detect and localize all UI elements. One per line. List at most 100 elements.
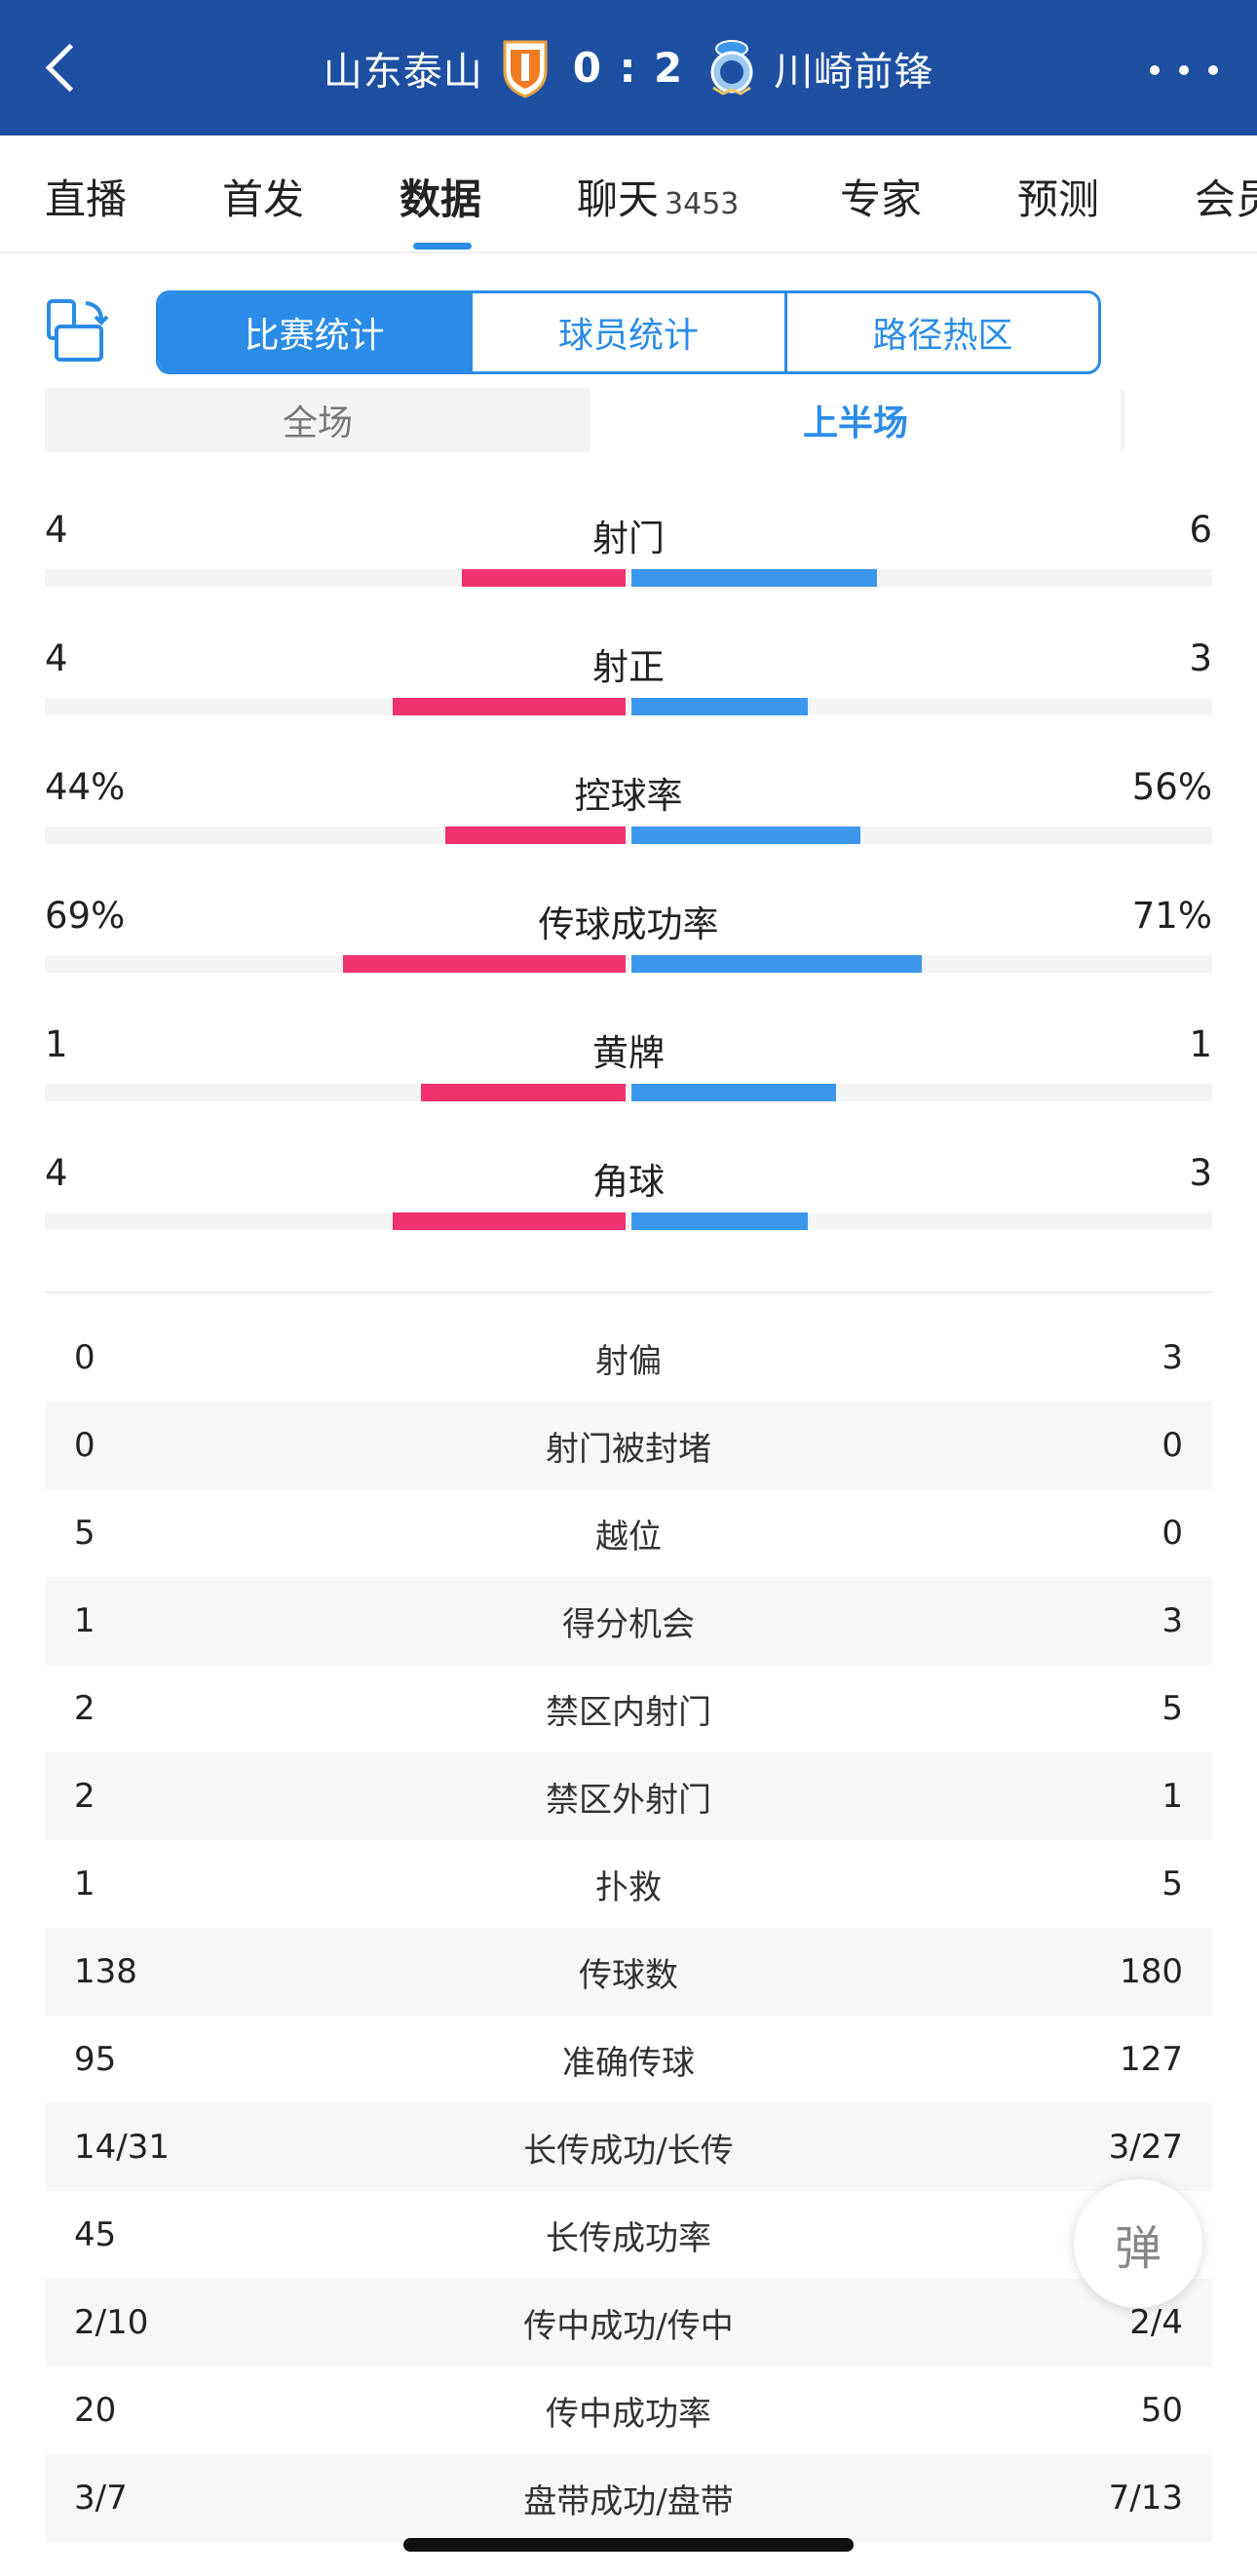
- home-value: 95: [74, 2040, 117, 2079]
- home-value: 20: [74, 2391, 117, 2430]
- away-value: 50: [1140, 2391, 1183, 2430]
- bar-stat-row: 44% 控球率 56%: [45, 766, 1212, 864]
- away-value: 1: [1189, 1023, 1212, 1065]
- home-bar: [462, 569, 626, 587]
- tab-data[interactable]: 数据: [400, 167, 481, 226]
- stat-name: 射正: [592, 646, 665, 688]
- stat-track: [45, 1212, 1212, 1230]
- rotate-screen-icon[interactable]: [43, 297, 111, 365]
- table-stat-row: 14/31 长传成功/长传 3/27: [45, 2103, 1212, 2191]
- home-bar: [445, 827, 626, 844]
- stat-name: 角球: [592, 1161, 665, 1203]
- stat-name: 射门: [592, 518, 665, 559]
- away-bar: [631, 827, 860, 844]
- tab-chat[interactable]: 聊天 3453: [577, 167, 739, 226]
- home-value: 2: [74, 1689, 95, 1728]
- match-header: 山东泰山 0 : 2 川崎前锋: [0, 0, 1257, 135]
- home-value: 4: [45, 637, 68, 679]
- away-bar: [631, 698, 808, 715]
- home-value: 14/31: [74, 2128, 170, 2167]
- chat-count: 3453: [665, 187, 740, 221]
- stat-name: 扑救: [595, 1867, 662, 1907]
- home-value: 5: [74, 1514, 95, 1553]
- tab-expert[interactable]: 专家: [840, 167, 922, 226]
- stat-name: 控球率: [574, 775, 683, 817]
- tab-label: 聊天: [577, 175, 660, 223]
- home-value: 44%: [45, 766, 126, 808]
- bar-stat-row: 4 射正 3: [45, 637, 1212, 735]
- tab-label: 会员: [1195, 175, 1257, 223]
- table-stat-row: 5 越位 0: [45, 1489, 1212, 1577]
- home-bar: [393, 1212, 626, 1230]
- stat-name: 准确传球: [562, 2043, 695, 2083]
- stat-track: [45, 569, 1212, 587]
- period-first-half[interactable]: 上半场: [590, 388, 1121, 452]
- tab-prediction[interactable]: 预测: [1017, 167, 1099, 226]
- home-value: 1: [74, 1865, 95, 1903]
- home-value: 1: [74, 1601, 95, 1640]
- table-stat-row: 0 射门被封堵 0: [45, 1402, 1212, 1489]
- bar-stat-row: 69% 传球成功率 71%: [45, 895, 1212, 992]
- home-team-name: 山东泰山: [323, 49, 483, 95]
- stat-name: 禁区外射门: [546, 1780, 711, 1820]
- home-value: 4: [45, 509, 68, 551]
- tab-label: 预测: [1017, 175, 1100, 223]
- table-stat-row: 138 传球数 180: [45, 1928, 1212, 2016]
- away-value: 127: [1120, 2040, 1183, 2079]
- away-value: 0: [1162, 1514, 1183, 1553]
- more-icon[interactable]: [1150, 51, 1218, 90]
- home-bar: [421, 1084, 626, 1101]
- home-value: 0: [74, 1426, 95, 1465]
- home-bar: [343, 955, 626, 973]
- tab-label: 首发: [222, 175, 305, 223]
- segment-match-stats[interactable]: 比赛统计: [159, 293, 474, 371]
- home-indicator[interactable]: [403, 2538, 854, 2552]
- stat-name: 长传成功率: [546, 2218, 711, 2258]
- stat-name: 盘带成功/盘带: [523, 2481, 734, 2521]
- home-value: 2: [74, 1777, 95, 1816]
- away-value: 3/27: [1108, 2128, 1183, 2167]
- away-value: 0: [1162, 1426, 1183, 1465]
- stat-name: 射偏: [595, 1341, 662, 1381]
- away-value: 56%: [1131, 766, 1212, 808]
- tab-live[interactable]: 直播: [45, 167, 127, 226]
- bar-stat-row: 4 角球 3: [45, 1152, 1212, 1250]
- segment-heatmap[interactable]: 路径热区: [872, 316, 1013, 356]
- home-value: 69%: [45, 895, 126, 937]
- table-stat-row: 2 禁区外射门 1: [45, 1752, 1212, 1840]
- bar-stat-row: 4 射门 6: [45, 509, 1212, 606]
- away-value: 1: [1162, 1777, 1183, 1816]
- home-value: 3/7: [74, 2479, 128, 2518]
- period-full-match[interactable]: 全场: [282, 404, 353, 443]
- away-team-name: 川崎前锋: [774, 49, 934, 95]
- stat-track: [45, 827, 1212, 844]
- stat-name: 传球数: [579, 1955, 678, 1995]
- stat-name: 射门被封堵: [546, 1429, 711, 1469]
- stat-name: 传中成功率: [546, 2394, 711, 2434]
- tab-label: 专家: [840, 175, 923, 223]
- away-value: 71%: [1131, 895, 1212, 937]
- stats-segment-control: 比赛统计 球员统计 路径热区: [156, 290, 1101, 374]
- home-value: 0: [74, 1338, 95, 1377]
- away-value: 3: [1162, 1338, 1183, 1377]
- segment-player-stats[interactable]: 球员统计: [473, 293, 787, 371]
- stat-name: 禁区内射门: [546, 1692, 711, 1732]
- danmaku-button[interactable]: 弹: [1074, 2179, 1202, 2308]
- table-stat-row: 2/10 传中成功/传中 2/4: [45, 2279, 1212, 2366]
- away-value: 3: [1189, 1152, 1212, 1194]
- tab-lineup[interactable]: 首发: [222, 167, 304, 226]
- away-value: 5: [1162, 1689, 1183, 1728]
- stat-name: 越位: [595, 1517, 662, 1557]
- table-stat-row: 20 传中成功率 50: [45, 2366, 1212, 2454]
- away-value: 2/4: [1129, 2303, 1183, 2342]
- home-bar: [393, 698, 626, 715]
- table-stat-row: 1 得分机会 3: [45, 1577, 1212, 1665]
- away-value: 3: [1162, 1601, 1183, 1640]
- tab-member[interactable]: 会员: [1195, 167, 1257, 226]
- table-stat-row: 3/7 盘带成功/盘带 7/13: [45, 2454, 1212, 2542]
- table-stat-row: 45 长传成功率: [45, 2191, 1212, 2279]
- stat-name: 长传成功/长传: [523, 2131, 734, 2171]
- period-switch: 全场 上半场: [45, 388, 1124, 452]
- stat-name: 传球成功率: [538, 904, 719, 945]
